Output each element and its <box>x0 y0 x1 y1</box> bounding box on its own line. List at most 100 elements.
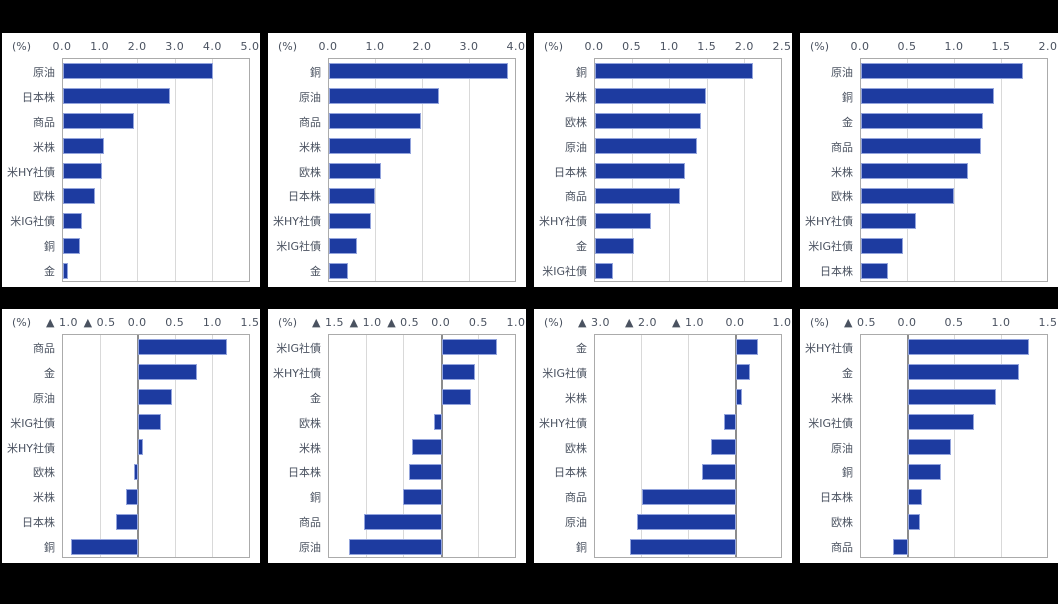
x-tick-label: ▲ 1.5 <box>312 316 344 329</box>
gridline <box>641 335 642 557</box>
category-label: 米HY社債 <box>273 215 321 229</box>
bar <box>434 414 442 431</box>
bar <box>736 364 751 381</box>
x-tick-label: 1.5 <box>240 316 260 329</box>
bar <box>908 389 997 406</box>
bar <box>63 63 214 80</box>
category-label: 銅 <box>576 541 587 555</box>
category-label: 米IG社債 <box>542 366 587 380</box>
bar <box>595 212 651 229</box>
x-tick-label: 0.5 <box>944 316 964 329</box>
zero-axis-line <box>440 335 443 557</box>
x-tick-label: ▲ 2.0 <box>625 316 657 329</box>
x-tick-label: ▲ 1.0 <box>349 316 382 329</box>
category-label: 米株 <box>831 165 853 179</box>
x-tick-label: 1.0 <box>365 40 385 53</box>
unit-label: (%) <box>12 316 32 329</box>
bar <box>861 113 984 130</box>
category-label: 商品 <box>565 491 587 505</box>
plot-area <box>62 58 250 282</box>
bar <box>138 364 197 381</box>
x-tick-label: 4.0 <box>506 40 526 53</box>
bar <box>138 439 143 455</box>
x-tick-label: 0.5 <box>622 40 642 53</box>
plot-area <box>328 58 516 282</box>
category-label: 商品 <box>831 541 853 555</box>
bar <box>736 389 742 406</box>
category-label: 米HY社債 <box>805 215 853 229</box>
bar <box>861 262 889 279</box>
bar <box>329 187 375 204</box>
bar <box>71 538 139 555</box>
bar <box>642 488 736 505</box>
bar <box>861 138 982 155</box>
x-tick-label: ▲ 3.0 <box>578 316 610 329</box>
category-label: 米株 <box>299 441 321 455</box>
category-label: 米IG社債 <box>10 215 55 229</box>
category-label: 米IG社債 <box>276 240 321 254</box>
category-label: 原油 <box>831 65 853 79</box>
x-tick-label: 1.0 <box>991 316 1011 329</box>
bar <box>63 187 95 204</box>
bar <box>115 513 139 530</box>
bar <box>595 88 706 105</box>
x-tick-label: 0.0 <box>127 316 147 329</box>
bar <box>329 63 508 80</box>
bar <box>329 88 440 105</box>
category-label: 日本株 <box>820 265 853 279</box>
bar <box>908 463 941 480</box>
bar <box>637 513 736 530</box>
category-label: 日本株 <box>22 516 55 530</box>
x-tick-label: 0.0 <box>850 40 870 53</box>
unit-label: (%) <box>810 40 830 53</box>
x-tick-label: 5.0 <box>240 40 260 53</box>
category-label: 日本株 <box>554 165 587 179</box>
category-label: 金 <box>842 115 853 129</box>
bar <box>736 339 758 356</box>
gridline <box>174 335 176 557</box>
category-label: 日本株 <box>22 90 55 104</box>
chart-panel-2: (%) 0.0 1.0 2.0 3.0 4.0 銅原油 商品 米株 欧株 日本株 米HY社債 米IG社債… <box>268 33 526 287</box>
gridline <box>478 335 480 557</box>
category-label: 商品 <box>299 516 321 530</box>
bar <box>63 88 171 105</box>
gridline <box>1001 335 1002 557</box>
x-tick-label: 2.5 <box>772 40 792 53</box>
bar <box>329 163 381 179</box>
category-label: 米株 <box>33 491 55 505</box>
bar <box>348 538 442 555</box>
x-tick-label: 0.0 <box>725 316 745 329</box>
category-label: 商品 <box>299 115 321 129</box>
category-label: 日本株 <box>288 190 321 204</box>
x-tick-label: 2.0 <box>734 40 754 53</box>
x-tick-label: ▲ 0.5 <box>387 316 420 329</box>
unit-label: (%) <box>544 316 564 329</box>
bar <box>329 138 412 155</box>
bar <box>138 414 162 431</box>
unit-label: (%) <box>278 316 298 329</box>
category-label: 原油 <box>831 441 853 455</box>
chart-panel-7: (%) ▲ 3.0 ▲ 2.0 ▲ 1.0 0.0 1.0 金米IG社債 米株 米HY社債 欧株日… <box>534 309 792 563</box>
x-tick-label: 3.0 <box>459 40 479 53</box>
category-label: 米HY社債 <box>539 416 587 430</box>
x-tick-label: ▲ 1.0 <box>46 316 78 329</box>
gridline <box>688 335 689 557</box>
category-label: 日本株 <box>820 491 853 505</box>
category-label: 金 <box>576 341 587 355</box>
chart-panel-1: (%) 0.0 1.0 2.0 3.0 4.0 5.0 原油 日本株 商品 米株 米HY社債 欧株 米IG… <box>2 33 260 287</box>
category-label: 日本株 <box>288 466 321 480</box>
zero-axis-line <box>735 335 737 557</box>
category-label: 欧株 <box>565 115 587 129</box>
bar <box>724 414 736 431</box>
category-label: 金 <box>842 366 853 380</box>
category-label: 原油 <box>33 391 55 405</box>
category-label: 原油 <box>33 65 55 79</box>
bar <box>63 113 135 130</box>
bar <box>63 163 103 179</box>
x-tick-label: 0.0 <box>318 40 338 53</box>
bar <box>595 187 680 204</box>
bar <box>441 364 475 381</box>
bar <box>63 138 105 155</box>
bar <box>441 339 498 356</box>
